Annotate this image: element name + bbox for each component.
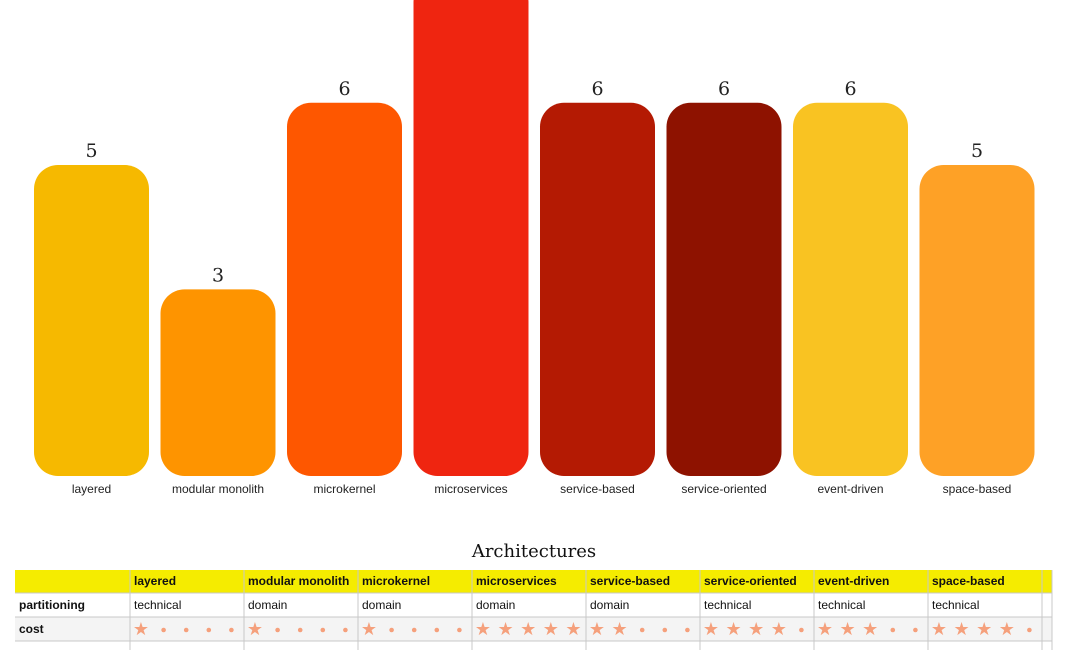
row-label: partitioning (19, 598, 85, 612)
star: ★ (612, 619, 628, 639)
star: ★ (498, 619, 514, 639)
dot (890, 627, 896, 633)
star: ★ (703, 619, 719, 639)
dot (662, 627, 668, 633)
dot (1027, 627, 1032, 633)
dot (275, 627, 280, 633)
bar (666, 102, 782, 477)
value-label: 5 (85, 140, 97, 162)
star: ★ (565, 619, 581, 639)
cell: technical (818, 598, 865, 612)
category-label: layered (72, 482, 111, 496)
dot (229, 627, 234, 633)
star: ★ (247, 619, 263, 639)
star: ★ (475, 619, 491, 639)
rating: ★ (361, 619, 462, 639)
rating: ★ ★ ★ ★ ★ (475, 619, 582, 639)
row-bg (15, 641, 1052, 650)
column-header: modular monolith (248, 574, 349, 588)
category-label: event-driven (817, 482, 883, 496)
dot (434, 627, 440, 633)
value-label: 6 (591, 78, 603, 100)
value-label: 3 (212, 264, 224, 286)
dot (343, 627, 348, 633)
rating: ★ (133, 619, 234, 639)
star: ★ (726, 619, 742, 639)
cell: domain (248, 598, 287, 612)
dot (913, 627, 918, 633)
header-bg (15, 570, 1052, 593)
column-header: microservices (476, 574, 557, 588)
value-label: 6 (718, 78, 730, 100)
star: ★ (133, 619, 149, 639)
column-header: microkernel (362, 574, 430, 588)
category-label: microkernel (313, 482, 375, 496)
bar (287, 102, 402, 477)
star: ★ (931, 619, 947, 639)
dot (639, 627, 645, 633)
star: ★ (771, 619, 787, 639)
value-label: 6 (338, 78, 350, 100)
bar (160, 289, 276, 476)
bar (919, 165, 1035, 476)
dot (457, 627, 462, 633)
star: ★ (999, 619, 1015, 639)
column-header: layered (134, 574, 176, 588)
star: ★ (817, 619, 833, 639)
dot (297, 627, 303, 633)
dot (183, 627, 189, 633)
column-header: service-oriented (704, 574, 797, 588)
star: ★ (748, 619, 764, 639)
dot (389, 627, 394, 633)
rating: ★ ★ ★ (817, 619, 918, 639)
star: ★ (862, 619, 878, 639)
bar (793, 102, 908, 477)
star: ★ (954, 619, 970, 639)
rating: ★ ★ ★ ★ (931, 619, 1032, 639)
dot (320, 627, 326, 633)
cell: technical (932, 598, 979, 612)
dot (685, 627, 690, 633)
dot (799, 627, 804, 633)
bar (540, 102, 655, 477)
star: ★ (840, 619, 856, 639)
column-header: space-based (932, 574, 1005, 588)
dot (206, 627, 212, 633)
category-label: space-based (943, 482, 1012, 496)
star: ★ (361, 619, 377, 639)
star: ★ (976, 619, 992, 639)
category-label: service-oriented (681, 482, 766, 496)
dot (411, 627, 417, 633)
rating: ★ ★ (589, 619, 690, 639)
star: ★ (520, 619, 536, 639)
bar (413, 0, 529, 476)
bar (34, 165, 149, 476)
rating: ★ ★ ★ ★ (703, 619, 804, 639)
column-header: event-driven (818, 574, 889, 588)
dot (161, 627, 166, 633)
value-label: 6 (844, 78, 856, 100)
category-label: microservices (434, 482, 507, 496)
star: ★ (589, 619, 605, 639)
table-title: Architectures (471, 541, 596, 562)
cell: domain (362, 598, 401, 612)
rating: ★ (247, 619, 348, 639)
cell: technical (704, 598, 751, 612)
column-header: service-based (590, 574, 670, 588)
category-label: modular monolith (172, 482, 264, 496)
row-label: cost (19, 622, 44, 636)
category-label: service-based (560, 482, 635, 496)
cell: domain (476, 598, 515, 612)
cell: domain (590, 598, 629, 612)
cell: technical (134, 598, 181, 612)
star: ★ (543, 619, 559, 639)
value-label: 5 (971, 140, 983, 162)
